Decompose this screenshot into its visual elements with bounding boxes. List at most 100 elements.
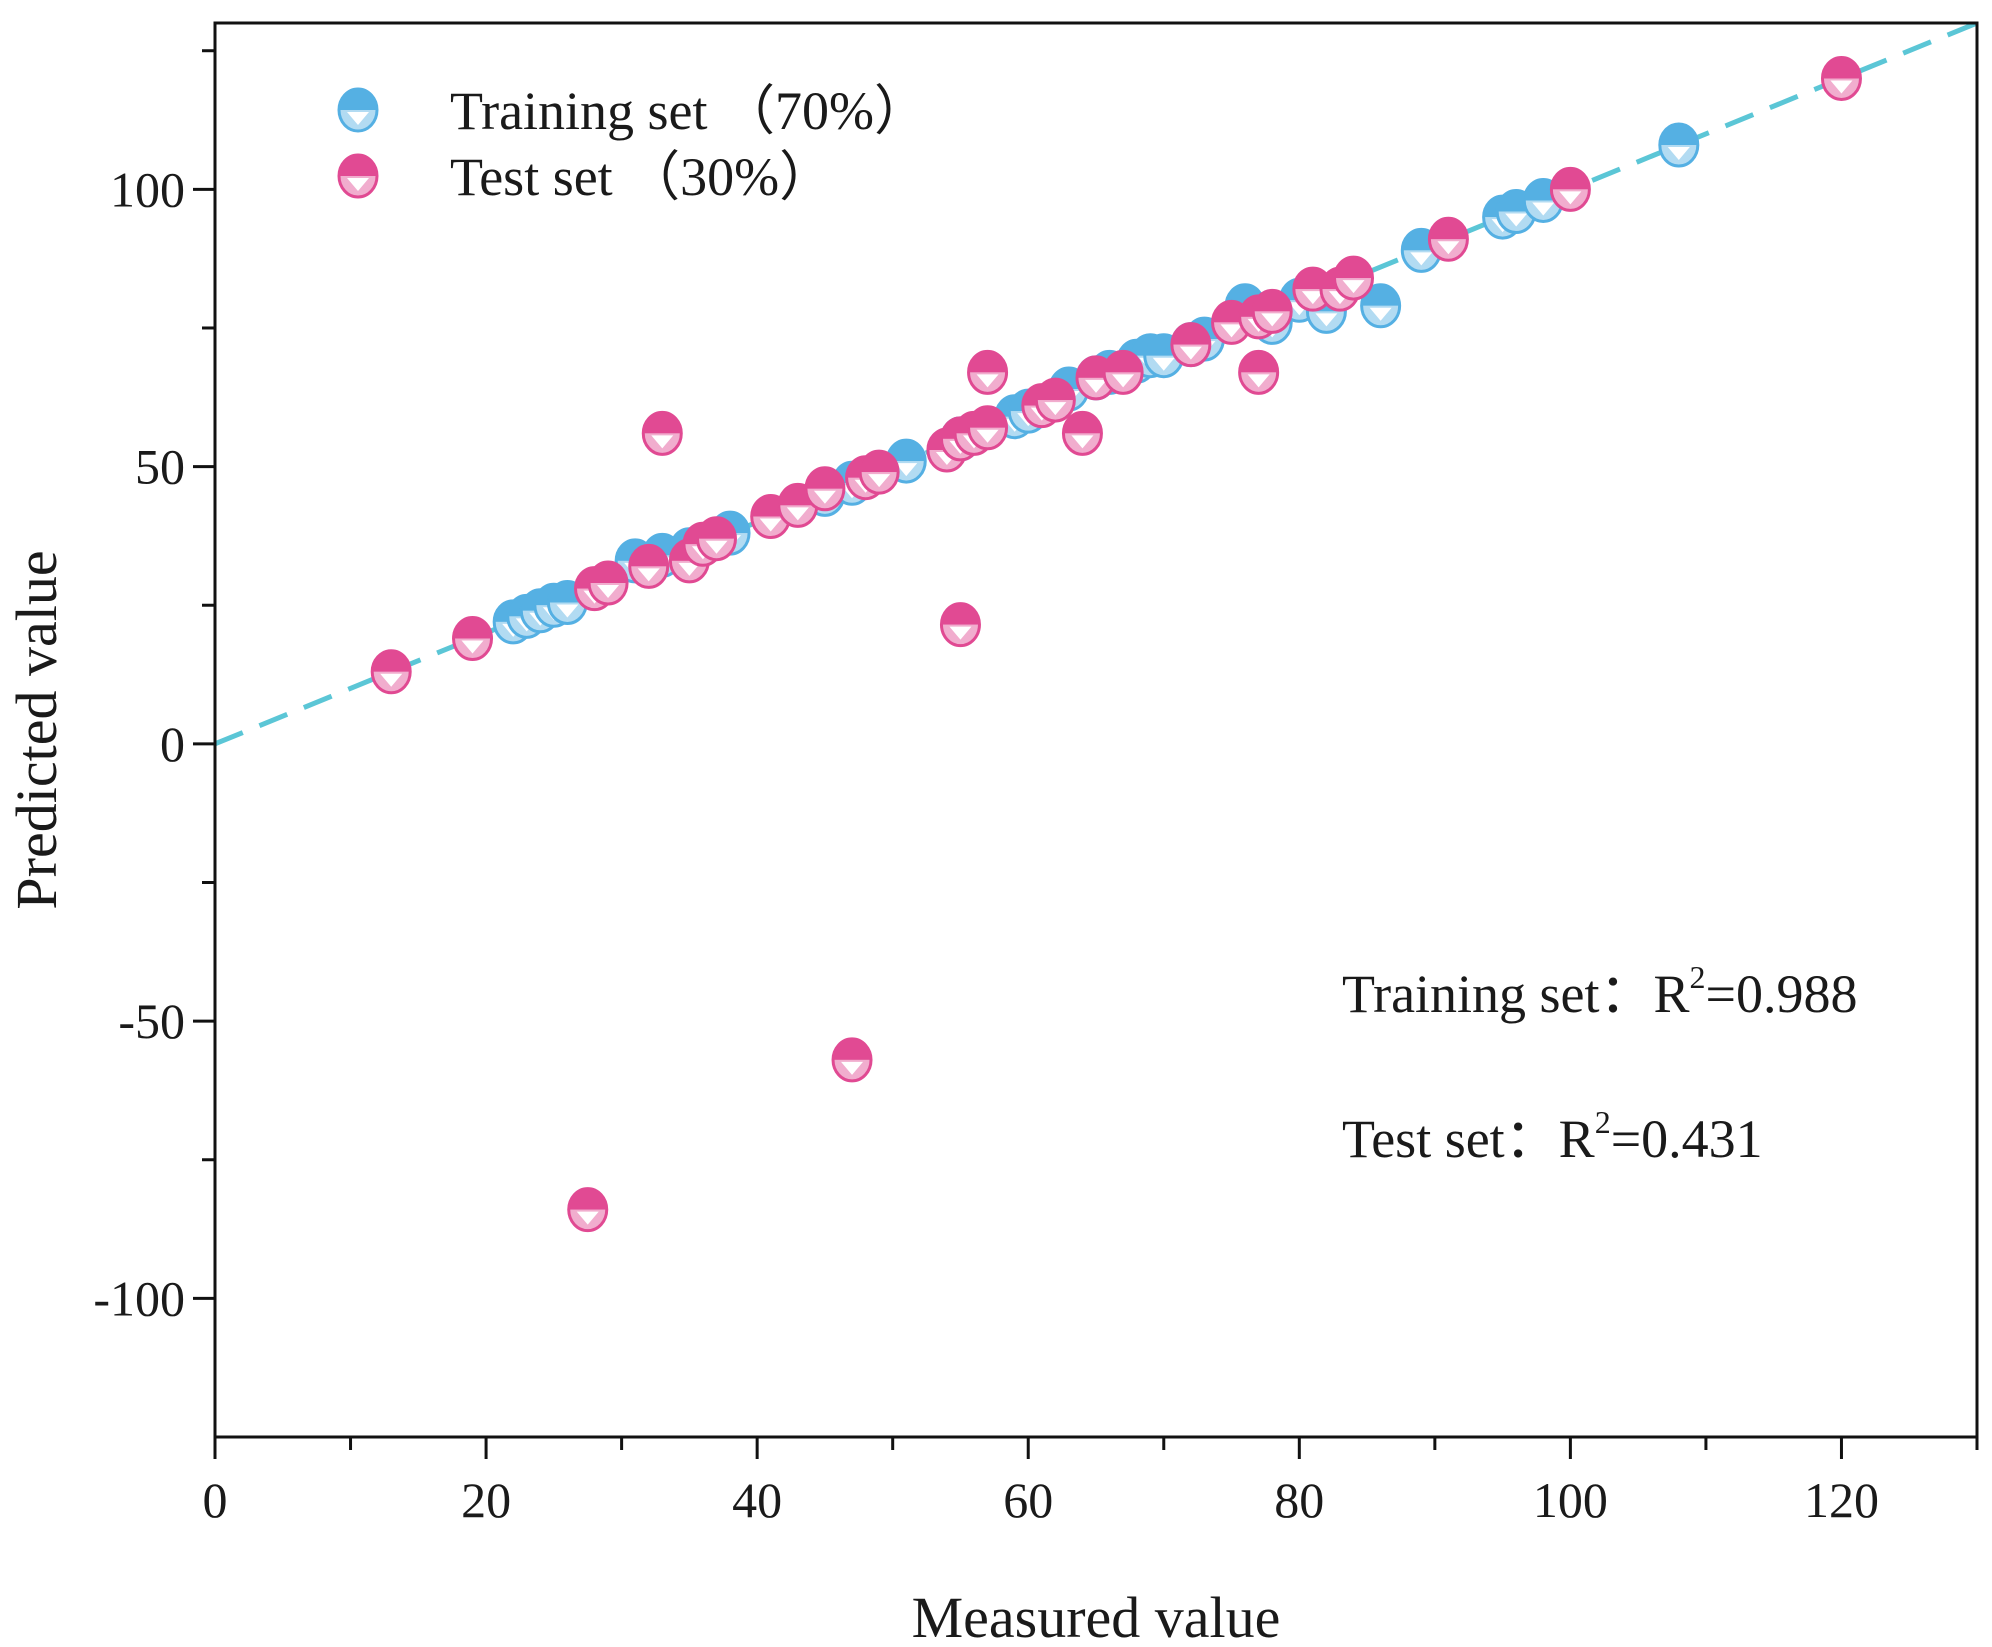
marker-triangle [1247, 374, 1270, 388]
marker-top-half [589, 562, 628, 584]
marker-top-half [1104, 351, 1143, 373]
marker-triangle [841, 1061, 864, 1075]
test-point [1333, 255, 1375, 301]
marker-triangle [976, 429, 999, 443]
training-point [1360, 283, 1402, 329]
marker-triangle [1342, 280, 1365, 294]
y-tick-label: 0 [160, 716, 185, 772]
test-point [1820, 55, 1862, 101]
annotation-training-sup: 2 [1690, 959, 1706, 995]
marker-triangle [1505, 213, 1528, 227]
test-point [567, 1187, 609, 1233]
annotation-training-label: Training set：R [1342, 964, 1690, 1024]
marker-triangle [1220, 324, 1243, 338]
legend-label: Test set （30%） [450, 147, 833, 207]
legend: Training set （70%）Test set （30%） [337, 81, 928, 207]
x-axis-label: Measured value [912, 1585, 1281, 1647]
marker-top-half [941, 603, 980, 625]
marker-top-half [372, 650, 411, 672]
marker-top-half [968, 406, 1007, 428]
marker-triangle [1261, 313, 1284, 327]
marker-top-half [643, 412, 682, 434]
marker-triangle [1301, 291, 1324, 305]
marker-triangle [461, 640, 484, 654]
legend-label: Training set （70%） [450, 81, 928, 141]
legend-marker [337, 87, 379, 133]
y-tick-label: 100 [110, 161, 185, 217]
marker-top-half [1063, 412, 1102, 434]
test-point [1061, 410, 1103, 456]
marker-triangle [1152, 357, 1175, 371]
marker-triangle [1410, 252, 1433, 266]
marker-triangle [1315, 313, 1338, 327]
test-point [1034, 377, 1076, 423]
x-tick-label: 0 [203, 1472, 228, 1528]
svg-text:Training set：R2=0.988: Training set：R2=0.988 [1342, 959, 1858, 1024]
test-point [370, 649, 412, 695]
test-point [641, 410, 683, 456]
y-axis-label: Predicted value [4, 550, 69, 909]
marker-triangle [1559, 191, 1582, 205]
marker-top-half [339, 89, 377, 110]
test-point [628, 543, 670, 589]
training-point [1658, 122, 1700, 168]
marker-top-half [833, 1038, 872, 1060]
y-tick-label: -50 [118, 993, 185, 1049]
marker-top-half [1334, 257, 1373, 279]
marker-top-half [1239, 351, 1278, 373]
marker-triangle [786, 507, 809, 521]
annotation-training: Training set：R2=0.988 [1342, 959, 1858, 1024]
marker-triangle [576, 1211, 599, 1225]
ticks-layer: 0 20 40 60 80 100 120 -100 -50 0 50 100 [93, 49, 1979, 1528]
test-point [858, 449, 900, 495]
marker-triangle [1667, 146, 1690, 160]
marker-triangle [1044, 402, 1067, 416]
plot-frame [213, 21, 1979, 1439]
test-point [452, 616, 494, 662]
marker-top-half [697, 517, 736, 539]
marker-triangle [637, 568, 660, 582]
marker-triangle [678, 562, 701, 576]
x-tick-label: 60 [1003, 1472, 1053, 1528]
x-tick-label: 120 [1804, 1472, 1879, 1528]
marker-top-half [1659, 123, 1698, 145]
marker-triangle [705, 540, 728, 554]
legend-marker [337, 153, 379, 199]
test-point [967, 349, 1009, 395]
marker-triangle [976, 374, 999, 388]
marker-triangle [597, 585, 620, 599]
x-tick-label: 40 [732, 1472, 782, 1528]
annotation-test-sup: 2 [1595, 1104, 1611, 1140]
marker-triangle [868, 474, 891, 488]
marker-triangle [1179, 346, 1202, 360]
marker-triangle [813, 490, 836, 504]
training-point [1143, 333, 1185, 379]
marker-triangle [651, 435, 674, 449]
marker-top-half [1551, 168, 1590, 190]
test-point [939, 602, 981, 648]
test-point [1251, 288, 1293, 334]
marker-top-half [339, 155, 377, 176]
marker-triangle [1112, 374, 1135, 388]
test-point [750, 494, 792, 540]
marker-triangle [895, 463, 918, 477]
marker-triangle [1532, 202, 1555, 216]
marker-top-half [568, 1188, 607, 1210]
test-point [804, 466, 846, 512]
marker-top-half [1822, 57, 1861, 79]
marker-triangle [347, 178, 369, 191]
y-tick-label: -100 [93, 1270, 185, 1326]
test-point [587, 560, 629, 606]
svg-text:Test set：R2=0.431: Test set：R2=0.431 [1342, 1104, 1763, 1169]
marker-triangle [347, 112, 369, 125]
marker-triangle [556, 604, 579, 618]
y-tick-label: 50 [135, 439, 185, 495]
marker-top-half [1171, 323, 1210, 345]
marker-triangle [759, 518, 782, 532]
test-point [831, 1037, 873, 1083]
marker-triangle [949, 626, 972, 640]
marker-top-half [805, 467, 844, 489]
points-layer [370, 55, 1862, 1233]
x-tick-label: 20 [461, 1472, 511, 1528]
